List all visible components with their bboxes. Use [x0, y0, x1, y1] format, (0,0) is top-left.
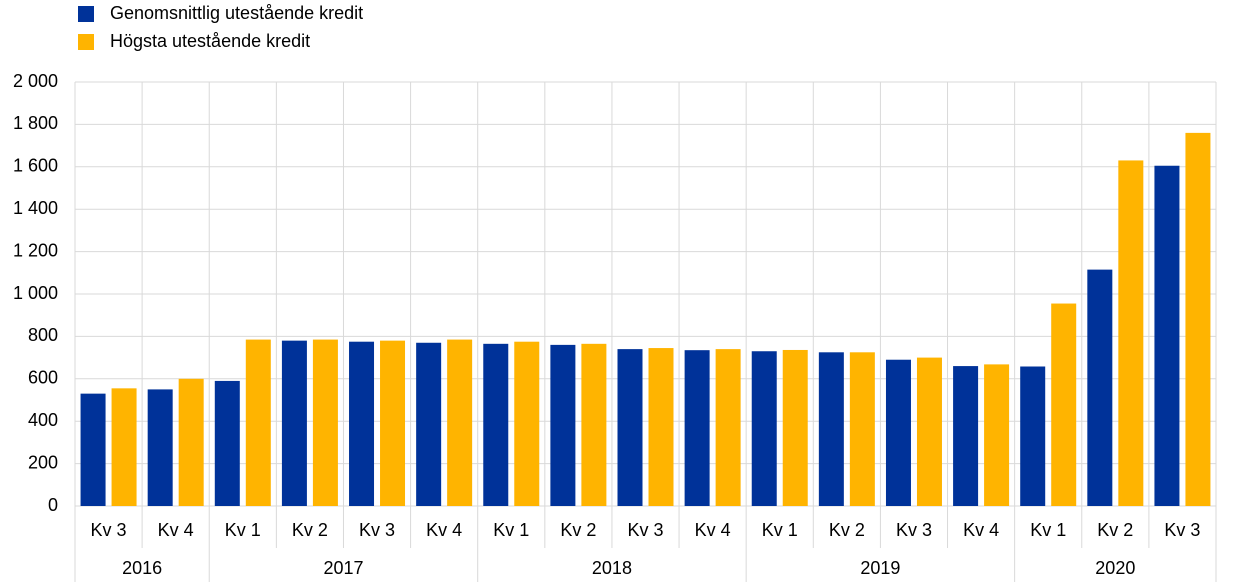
y-tick-label: 200 [28, 452, 58, 472]
bar [1020, 366, 1046, 506]
bar [782, 349, 808, 506]
legend-label: Genomsnittlig utestående kredit [110, 3, 363, 23]
x-tick-label: Kv 4 [158, 520, 194, 540]
x-tick-label: Kv 2 [292, 520, 328, 540]
bar [1185, 132, 1211, 506]
bar [550, 344, 576, 506]
y-tick-label: 2 000 [13, 71, 58, 91]
bar [916, 357, 942, 506]
bar [648, 348, 674, 506]
x-tick-label: Kv 3 [359, 520, 395, 540]
y-tick-label: 1 200 [13, 240, 58, 260]
y-tick-label: 1 000 [13, 283, 58, 303]
bar [1087, 269, 1113, 506]
bar [953, 366, 979, 506]
y-tick-label: 400 [28, 410, 58, 430]
y-tick-label: 0 [48, 495, 58, 515]
x-tick-label: Kv 3 [91, 520, 127, 540]
bar [751, 351, 777, 506]
legend-swatch [78, 6, 94, 22]
x-tick-label: Kv 2 [829, 520, 865, 540]
bar [380, 340, 406, 506]
bar [447, 339, 473, 506]
legend-label: Högsta utestående kredit [110, 31, 310, 51]
x-tick-label: Kv 1 [762, 520, 798, 540]
bar [715, 349, 741, 506]
bar [581, 343, 607, 506]
x-group-label: 2019 [860, 558, 900, 578]
x-group-label: 2020 [1095, 558, 1135, 578]
bar [483, 343, 509, 506]
x-tick-label: Kv 1 [493, 520, 529, 540]
x-tick-label: Kv 4 [963, 520, 999, 540]
y-tick-label: 600 [28, 368, 58, 388]
bar [178, 378, 204, 506]
bar [984, 364, 1010, 506]
bar [416, 342, 442, 506]
x-group-label: 2017 [323, 558, 363, 578]
x-tick-label: Kv 3 [896, 520, 932, 540]
y-tick-label: 1 800 [13, 113, 58, 133]
x-group-label: 2016 [122, 558, 162, 578]
bar [617, 349, 643, 506]
bar [885, 359, 911, 506]
x-tick-label: Kv 4 [426, 520, 462, 540]
x-tick-label: Kv 1 [225, 520, 261, 540]
x-tick-label: Kv 1 [1030, 520, 1066, 540]
legend-swatch [78, 34, 94, 50]
bar [349, 341, 375, 506]
bar [312, 339, 338, 506]
bar [849, 352, 875, 506]
bar [80, 393, 106, 506]
x-tick-label: Kv 3 [627, 520, 663, 540]
bar [1154, 165, 1180, 507]
bar [111, 388, 137, 506]
bar [281, 340, 307, 506]
x-tick-label: Kv 4 [695, 520, 731, 540]
bar [214, 380, 240, 506]
bar [147, 389, 173, 506]
bar [1051, 303, 1077, 506]
y-tick-label: 1 400 [13, 198, 58, 218]
y-tick-label: 800 [28, 325, 58, 345]
bar [1118, 160, 1144, 506]
bar [514, 341, 540, 506]
bar [818, 352, 844, 506]
x-tick-label: Kv 3 [1164, 520, 1200, 540]
y-tick-label: 1 600 [13, 156, 58, 176]
x-group-label: 2018 [592, 558, 632, 578]
bar [684, 350, 710, 506]
x-tick-label: Kv 2 [560, 520, 596, 540]
bar [245, 339, 271, 506]
x-tick-label: Kv 2 [1097, 520, 1133, 540]
